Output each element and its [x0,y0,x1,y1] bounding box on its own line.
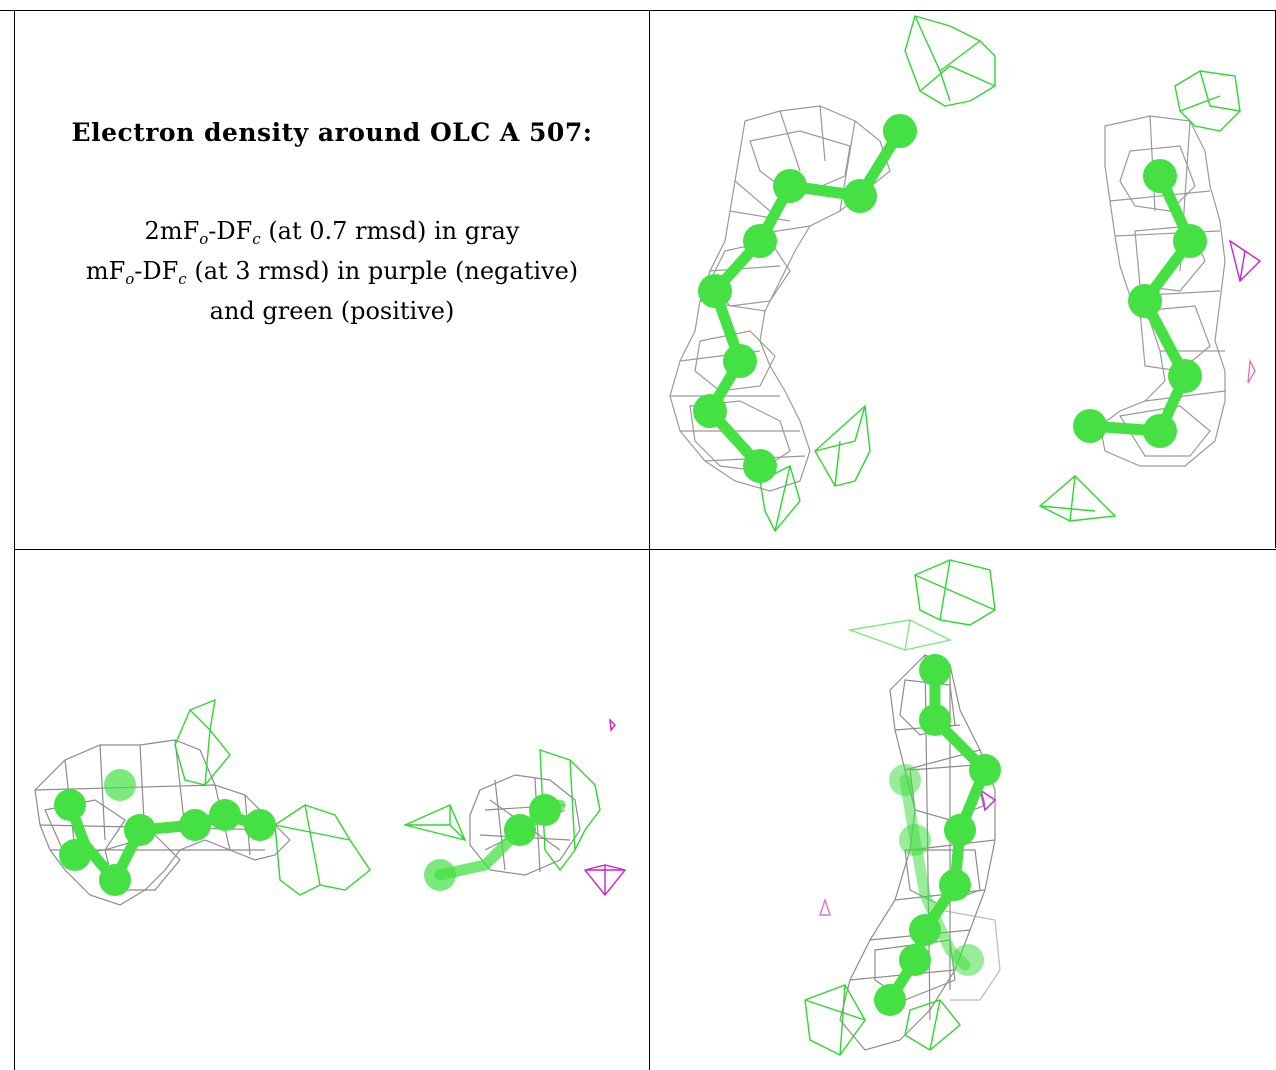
positive-density-mesh [174,698,627,897]
oleic-acid-model [54,769,566,896]
density-panel-bottom-right [804,559,1001,1056]
figure-caption: Electron density around OLC A 507: 2mFo-… [14,118,650,331]
caption-line-3: and green (positive) [209,297,455,325]
caption-title: Electron density around OLC A 507: [71,118,593,147]
positive-density-mesh [759,15,1262,533]
density-panel-top-right [669,15,1262,533]
oleic-acid-model [874,654,1001,1016]
oleic-acid-model [693,114,1207,483]
caption-line-1: 2mFo-DFc (at 0.7 rmsd) in gray [144,217,520,248]
density-panel-bottom-left [34,698,627,906]
positive-density-mesh [804,559,997,1056]
caption-line-2: mFo-DFc (at 3 rmsd) in purple (negative) [85,257,579,288]
